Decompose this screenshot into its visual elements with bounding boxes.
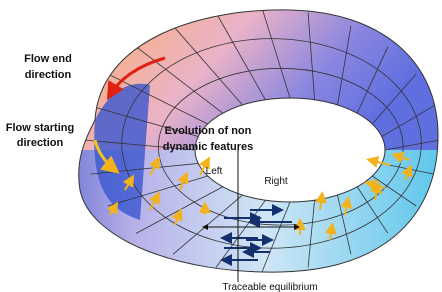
flow-start-label: direction [17,137,64,149]
left-label: Left [206,166,223,177]
mobius-diagram: Flow end direction Flow starting directi… [0,0,442,292]
flow-start-label: Flow starting [6,122,74,134]
equilibrium-label: Traceable equilibrium [222,282,317,292]
flow-end-label: Flow end [24,53,72,65]
evolution-label: Evolution of non [165,125,252,137]
flow-end-label: direction [25,69,72,81]
right-label: Right [264,176,288,187]
evolution-label: dynamic features [163,141,253,153]
